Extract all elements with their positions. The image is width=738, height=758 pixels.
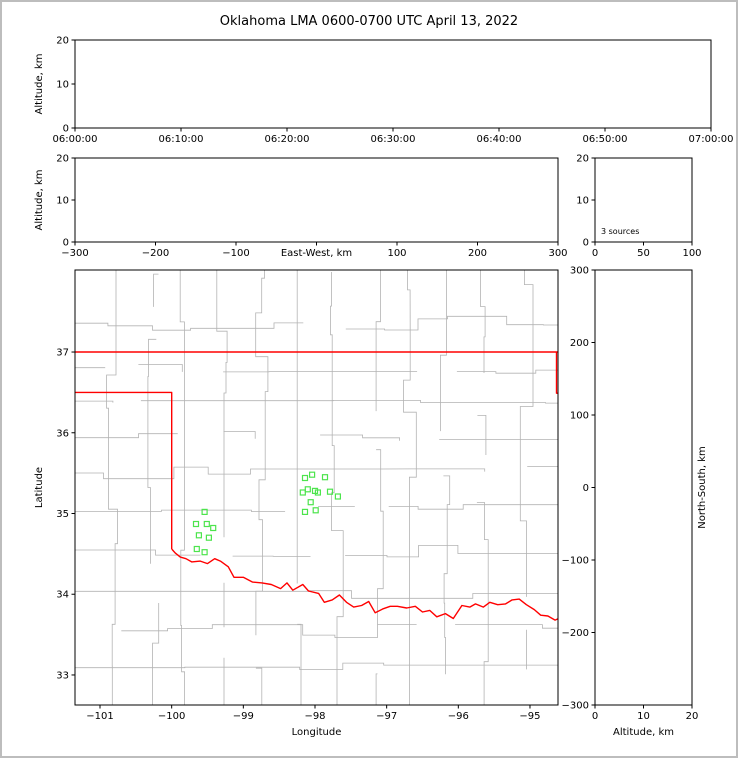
source-marker [314, 489, 321, 496]
y-tick-label: 0 [583, 238, 589, 249]
y-tick-label: 20 [56, 36, 69, 47]
x-tick-label: 0 [592, 248, 598, 259]
y-tick-label: 0 [63, 238, 69, 249]
x-tick-label: −97 [376, 711, 397, 722]
x-axis-label: Altitude, km [613, 727, 674, 738]
lma-source-markers [192, 471, 341, 556]
y-tick-label: 20 [56, 154, 69, 165]
panel-source-histogram: 0 50 100 0 10 20 3 sources [576, 154, 701, 260]
x-tick-label: 06:50:00 [583, 134, 628, 145]
y-axis-label: Latitude [34, 467, 45, 508]
y-axis-label: Altitude, km [34, 170, 45, 231]
x-tick-label: 06:40:00 [477, 134, 522, 145]
x-tick-label: 100 [387, 248, 406, 259]
y-tick-label: 100 [570, 411, 589, 422]
source-marker [299, 489, 306, 496]
y-tick-label: 36 [56, 428, 69, 439]
panel-time-height: 06:00:00 06:10:00 06:20:00 06:30:00 06:40:00… [34, 36, 733, 146]
x-tick-label: 100 [682, 248, 701, 259]
source-marker [309, 471, 316, 478]
x-tick-label: −98 [304, 711, 325, 722]
x-axis-label: Longitude [292, 727, 342, 738]
y-tick-label: 10 [56, 196, 69, 207]
y-tick-label: 37 [56, 348, 69, 359]
source-marker [203, 520, 210, 528]
y-tick-label: −100 [562, 556, 589, 567]
source-marker [210, 524, 217, 532]
x-tick-label: −96 [448, 711, 469, 722]
panel-ew-height: −300 −200 −100 100 200 300 0 10 20 East-West, km A… [34, 154, 568, 260]
y-tick-label: 33 [56, 670, 69, 681]
source-marker [205, 534, 212, 541]
plan-view-map-content [75, 270, 558, 705]
y-tick-label: 300 [570, 266, 589, 277]
x-tick-label: 07:00:00 [689, 134, 734, 145]
axes-frame [74, 39, 712, 129]
x-tick-label: −101 [86, 711, 113, 722]
chart-title: Oklahoma LMA 0600-0700 UTC April 13, 202… [219, 14, 519, 29]
x-tick-label: 200 [468, 248, 487, 259]
x-tick-label: 06:20:00 [265, 134, 310, 145]
x-tick-label: 06:30:00 [371, 134, 416, 145]
x-tick-label: 06:00:00 [53, 134, 98, 145]
source-marker [312, 507, 319, 514]
x-tick-label: −300 [61, 248, 88, 259]
y-axis-label-right: North-South, km [697, 446, 708, 529]
state-border [75, 351, 558, 621]
x-tick-label: 10 [637, 711, 650, 722]
source-marker [334, 493, 341, 500]
y-tick-label: 0 [583, 483, 589, 494]
x-tick-label: 0 [592, 711, 598, 722]
source-marker [307, 499, 314, 506]
panel-plan-view-map: −101 −100 −99 −98 −97 −96 −95 33 34 35 36 37 Longitu… [34, 269, 559, 738]
x-tick-label: 300 [548, 248, 567, 259]
x-tick-label: −95 [519, 711, 540, 722]
axes-frame [74, 269, 559, 706]
x-tick-label: −200 [142, 248, 169, 259]
source-marker [301, 474, 309, 482]
source-marker [201, 508, 208, 515]
x-tick-label: 50 [637, 248, 650, 259]
source-marker [193, 545, 200, 553]
y-tick-label: 200 [570, 338, 589, 349]
y-axis-label: Altitude, km [34, 54, 45, 115]
source-marker [326, 488, 334, 495]
county-boundaries [75, 270, 558, 705]
source-marker [301, 508, 309, 515]
y-tick-label: 0 [63, 124, 69, 135]
y-tick-label: 10 [576, 196, 589, 207]
source-marker [304, 486, 311, 493]
y-tick-label: −200 [562, 628, 589, 639]
x-tick-label: 20 [686, 711, 699, 722]
x-tick-label: 06:10:00 [159, 134, 204, 145]
y-tick-label: −300 [562, 701, 589, 712]
y-tick-label: 20 [576, 154, 589, 165]
source-marker [201, 549, 208, 556]
x-tick-label: −99 [233, 711, 254, 722]
axes-frame [74, 157, 559, 243]
panel-ns-height: 0 10 20 300 200 100 0 −100 −200 −300 Altitude, km N… [562, 266, 708, 739]
x-tick-label: −100 [158, 711, 185, 722]
source-marker [195, 532, 202, 539]
axes-frame [594, 269, 693, 706]
x-tick-label: −100 [222, 248, 249, 259]
y-tick-label: 34 [56, 590, 69, 601]
y-tick-label: 35 [56, 509, 69, 520]
source-count-annotation: 3 sources [601, 227, 639, 236]
y-tick-label: 10 [56, 80, 69, 91]
source-marker [321, 474, 329, 481]
x-axis-label: East-West, km [281, 248, 352, 259]
source-marker [192, 520, 200, 528]
